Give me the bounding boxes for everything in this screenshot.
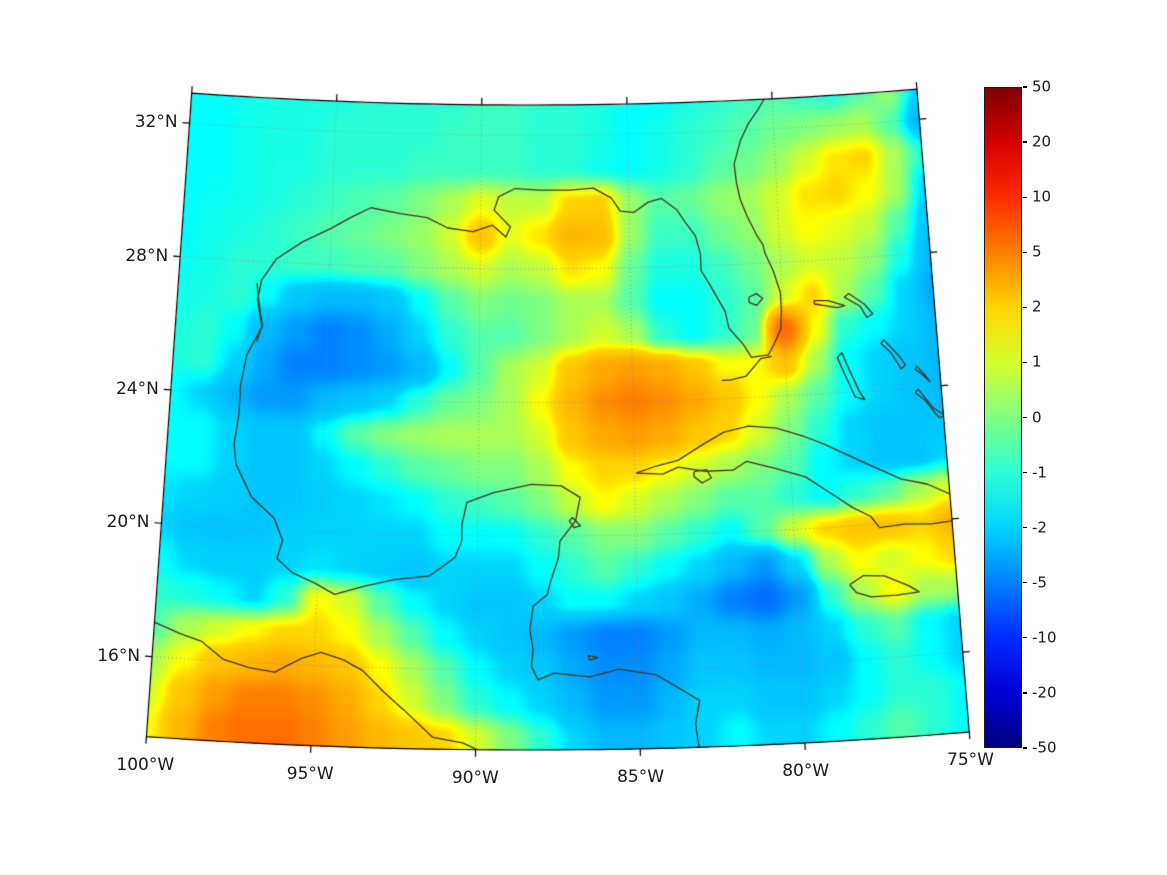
colorbar-tick-label: -10 <box>1032 628 1057 647</box>
colorbar-tick-label: -1 <box>1032 463 1047 482</box>
colorbar-tick-label: -50 <box>1032 738 1057 757</box>
colorbar-tick-label: 1 <box>1032 353 1042 372</box>
colorbar-tick <box>1023 747 1027 749</box>
lon-tick-label: 75°W <box>947 750 995 771</box>
lon-tick-label: 85°W <box>617 766 665 787</box>
colorbar-tick-label: 20 <box>1032 132 1052 151</box>
colorbar-gradient <box>984 87 1022 748</box>
colorbar-tick-label: -20 <box>1032 683 1057 702</box>
lat-tick-label: 20°N <box>106 512 150 533</box>
lon-tick-label: 100°W <box>116 754 175 775</box>
colorbar-tick-label: 50 <box>1032 77 1052 96</box>
colorbar-tick <box>1023 251 1027 253</box>
colorbar-tick <box>1023 196 1027 198</box>
lon-tick-label: 90°W <box>451 767 499 788</box>
colorbar-tick-label: 0 <box>1032 408 1042 427</box>
colorbar-tick <box>1023 637 1027 639</box>
colorbar-tick <box>1023 692 1027 694</box>
colorbar-tick <box>1023 86 1027 88</box>
colorbar-tick <box>1023 306 1027 308</box>
colorbar-tick-label: -5 <box>1032 573 1047 592</box>
colorbar-tick-label: 2 <box>1032 297 1042 316</box>
lon-tick-label: 95°W <box>286 763 334 784</box>
colorbar-tick <box>1023 582 1027 584</box>
lat-tick-label: 32°N <box>134 112 178 133</box>
lat-tick-label: 24°N <box>115 378 159 399</box>
lat-tick-label: 16°N <box>97 645 141 666</box>
colorbar-tick <box>1023 361 1027 363</box>
colorbar-tick <box>1023 416 1027 419</box>
colorbar-tick-label: 5 <box>1032 242 1042 261</box>
colorbar-tick <box>1023 527 1027 529</box>
lon-tick-label: 80°W <box>782 760 830 781</box>
colorbar-tick-label: 10 <box>1032 187 1052 206</box>
colorbar-tick <box>1023 141 1027 143</box>
colorbar: 50 20 10 5 2 1 0 -1 -2 -5 -10 -20 -50 <box>984 78 1104 757</box>
colorbar-tick <box>1023 471 1027 474</box>
colorbar-tick-label: -2 <box>1032 518 1047 537</box>
lat-tick-label: 28°N <box>125 245 169 266</box>
